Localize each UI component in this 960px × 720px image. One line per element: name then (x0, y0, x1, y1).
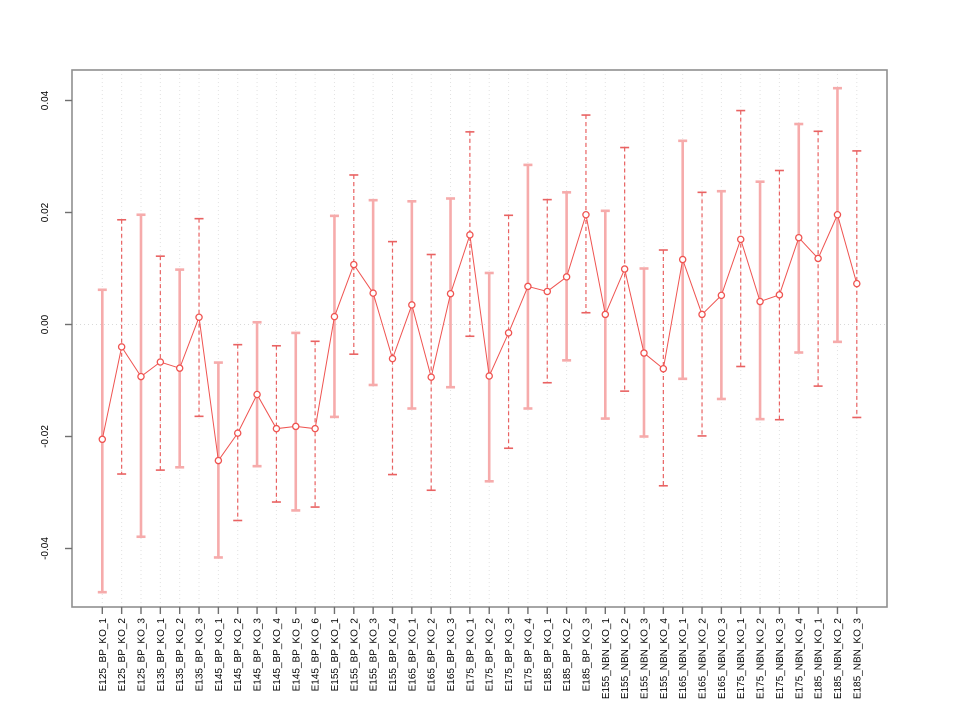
data-point-marker (388, 354, 397, 363)
y-tick-label: -0.02 (40, 425, 51, 448)
x-tick-label: E185_NBN_KO_1 (814, 618, 825, 700)
x-tick-label: E125_BP_KO_2 (117, 618, 128, 692)
data-point-marker (504, 329, 513, 337)
data-point-marker (814, 254, 822, 263)
x-tick-label: E175_NBN_KO_4 (794, 618, 805, 700)
x-tick-label: E135_BP_KO_3 (195, 618, 206, 692)
data-point-marker (137, 372, 145, 381)
x-tick-label: E165_BP_KO_3 (446, 618, 457, 692)
data-point-marker (485, 372, 493, 380)
x-tick-label: E145_BP_KO_1 (214, 618, 225, 692)
data-point-marker (775, 291, 784, 299)
data-point-marker (175, 364, 184, 372)
x-tick-label: E175_NBN_KO_1 (736, 618, 747, 700)
data-point-marker (659, 364, 668, 373)
data-point-marker (582, 210, 590, 219)
x-tick-label: E165_BP_KO_1 (407, 618, 418, 692)
data-point-marker (698, 310, 706, 319)
x-tick-label: E185_BP_KO_2 (562, 618, 573, 692)
y-tick-label: 0.04 (40, 90, 51, 110)
y-tick-label: 0.02 (40, 202, 51, 222)
x-tick-label: E155_BP_KO_4 (388, 618, 399, 692)
data-point-marker (311, 424, 319, 433)
data-point-marker (562, 273, 571, 281)
data-point-marker (640, 349, 648, 357)
y-tick-label: -0.04 (40, 537, 51, 560)
x-tick-label: E125_BP_KO_1 (98, 618, 109, 692)
data-point-marker (369, 289, 377, 297)
data-point-marker (833, 210, 842, 219)
x-tick-label: E185_BP_KO_1 (543, 618, 554, 692)
x-tick-label: E175_NBN_KO_2 (756, 618, 767, 700)
data-point-marker (795, 233, 803, 242)
x-tick-label: E145_BP_KO_3 (253, 618, 264, 692)
x-tick-label: E155_NBN_KO_1 (601, 618, 612, 700)
x-tick-label: E185_NBN_KO_3 (852, 618, 863, 700)
data-point-marker (330, 312, 339, 321)
data-point-marker (466, 231, 474, 239)
x-tick-label: E175_BP_KO_4 (523, 618, 534, 692)
data-point-marker (427, 373, 435, 381)
x-tick-label: E165_NBN_KO_3 (717, 618, 728, 700)
x-tick-label: E165_NBN_KO_2 (698, 618, 709, 700)
x-tick-label: E155_BP_KO_2 (349, 618, 360, 692)
x-tick-label: E135_BP_KO_1 (156, 618, 167, 692)
x-tick-label: E145_BP_KO_4 (272, 618, 283, 692)
x-tick-label: E165_NBN_KO_1 (678, 618, 689, 700)
x-tick-label: E155_BP_KO_3 (369, 618, 380, 692)
data-point-marker (524, 282, 532, 291)
data-point-marker (446, 289, 455, 298)
data-point-marker (543, 287, 552, 296)
y-tick-label: 0.00 (40, 314, 51, 334)
data-point-marker (195, 313, 203, 321)
data-point-marker (756, 297, 764, 306)
data-point-marker (736, 235, 745, 244)
data-point-marker (601, 310, 610, 319)
data-point-marker (98, 435, 107, 444)
x-tick-label: E165_BP_KO_2 (427, 618, 438, 692)
data-point-marker (117, 343, 126, 351)
series-line (101, 213, 858, 462)
data-point-marker (408, 301, 416, 309)
x-tick-label: E175_BP_KO_3 (504, 618, 515, 692)
x-tick-label: E145_BP_KO_2 (233, 618, 244, 692)
data-point-marker (620, 265, 629, 273)
x-tick-label: E155_NBN_KO_4 (659, 618, 670, 700)
data-point-marker (272, 424, 281, 433)
x-tick-label: E145_BP_KO_6 (311, 618, 322, 692)
data-point-marker (156, 358, 165, 366)
plot-border (71, 69, 888, 608)
data-point-marker (853, 279, 861, 288)
x-tick-label: E185_BP_KO_3 (581, 618, 592, 692)
data-point-marker (678, 255, 687, 264)
data-point-marker (233, 429, 242, 437)
x-tick-label: E175_NBN_KO_3 (775, 618, 786, 700)
x-tick-label: E155_NBN_KO_2 (620, 618, 631, 700)
data-point-marker (214, 456, 223, 465)
x-tick-label: E125_BP_KO_3 (136, 618, 147, 692)
data-point-marker (717, 291, 726, 300)
x-tick-label: E185_NBN_KO_2 (833, 618, 844, 700)
x-tick-label: E175_BP_KO_1 (465, 618, 476, 692)
x-tick-label: E155_BP_KO_1 (330, 618, 341, 692)
x-tick-label: E155_NBN_KO_3 (639, 618, 650, 700)
x-tick-label: E135_BP_KO_2 (175, 618, 186, 692)
x-tick-label: E145_BP_KO_5 (291, 618, 302, 692)
data-point-marker (350, 260, 358, 269)
data-point-marker (292, 422, 300, 431)
data-point-marker (253, 390, 261, 399)
x-tick-label: E175_BP_KO_2 (485, 618, 496, 692)
